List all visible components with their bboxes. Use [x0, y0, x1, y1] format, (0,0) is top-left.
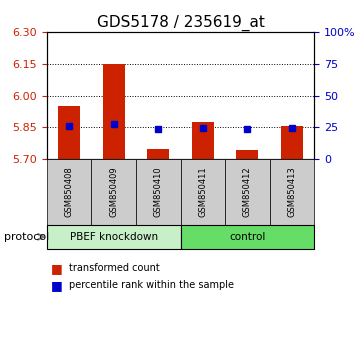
Text: GSM850410: GSM850410 [154, 167, 163, 217]
Bar [103, 64, 125, 159]
Text: GSM850409: GSM850409 [109, 167, 118, 217]
Text: ■: ■ [51, 279, 62, 292]
Bar [58, 106, 80, 159]
Text: PBEF knockdown: PBEF knockdown [70, 232, 158, 242]
Text: GSM850408: GSM850408 [65, 167, 74, 217]
Title: GDS5178 / 235619_at: GDS5178 / 235619_at [96, 14, 265, 30]
Bar [192, 122, 214, 159]
Text: transformed count: transformed count [69, 263, 159, 273]
Text: protocol: protocol [4, 232, 49, 242]
Text: ■: ■ [51, 262, 62, 275]
Text: GSM850411: GSM850411 [198, 167, 207, 217]
Bar [147, 149, 169, 159]
Bar [280, 126, 303, 159]
Text: GSM850413: GSM850413 [287, 167, 296, 217]
Text: control: control [229, 232, 265, 242]
Text: percentile rank within the sample: percentile rank within the sample [69, 280, 234, 290]
Bar [236, 150, 258, 159]
Text: GSM850412: GSM850412 [243, 167, 252, 217]
